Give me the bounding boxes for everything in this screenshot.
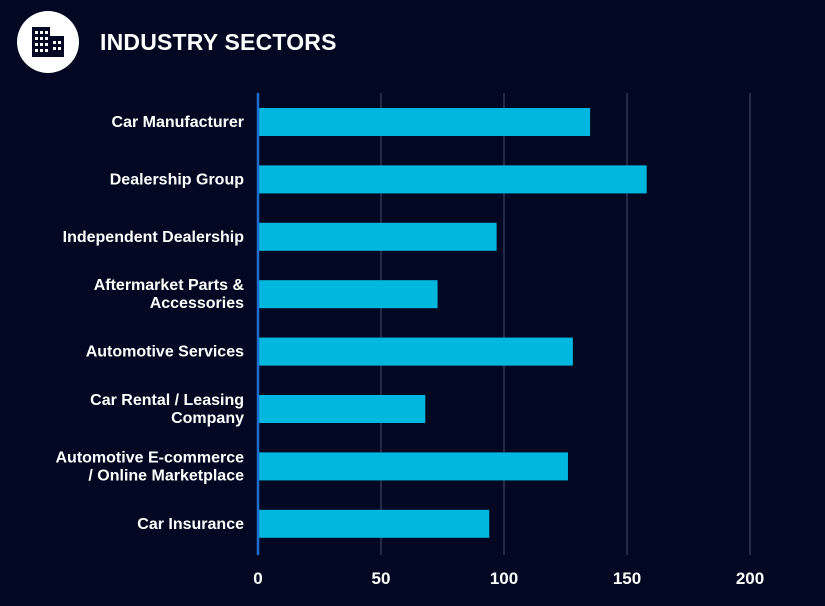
logo-badge: [17, 11, 79, 73]
bar: [258, 222, 497, 251]
gridlines: [380, 93, 751, 555]
bar: [258, 165, 647, 194]
bar: [258, 395, 426, 423]
category-label: / Online Marketplace: [88, 467, 244, 484]
category-label: Automotive E-commerce: [56, 449, 245, 466]
tick-labels: 0 50 100 150 200: [253, 569, 764, 588]
header: INDUSTRY SECTORS: [0, 0, 825, 90]
category-label: Company: [171, 410, 244, 427]
category-label: Car Manufacturer: [112, 114, 244, 131]
category-labels: Car Manufacturer Dealership Group Independ…: [56, 114, 245, 533]
x-tick-label: 100: [490, 569, 518, 588]
category-label: Car Rental / Leasing: [90, 392, 244, 409]
bars: [258, 108, 647, 538]
page-title: INDUSTRY SECTORS: [100, 29, 337, 55]
x-tick-label: 50: [372, 569, 391, 588]
category-label: Accessories: [150, 295, 244, 312]
category-label: Dealership Group: [110, 171, 244, 188]
bar: [258, 337, 573, 366]
bar: [258, 280, 438, 309]
bar: [258, 108, 591, 136]
bar: [258, 509, 490, 538]
x-tick-label: 150: [613, 569, 641, 588]
category-label: Aftermarket Parts &: [94, 277, 245, 294]
bar: [258, 452, 568, 481]
x-tick-label: 0: [253, 569, 262, 588]
category-label: Car Insurance: [137, 516, 244, 533]
category-label: Automotive Services: [86, 344, 244, 361]
category-label: Independent Dealership: [63, 229, 245, 246]
x-tick-label: 200: [736, 569, 764, 588]
building-icon: [32, 27, 64, 57]
